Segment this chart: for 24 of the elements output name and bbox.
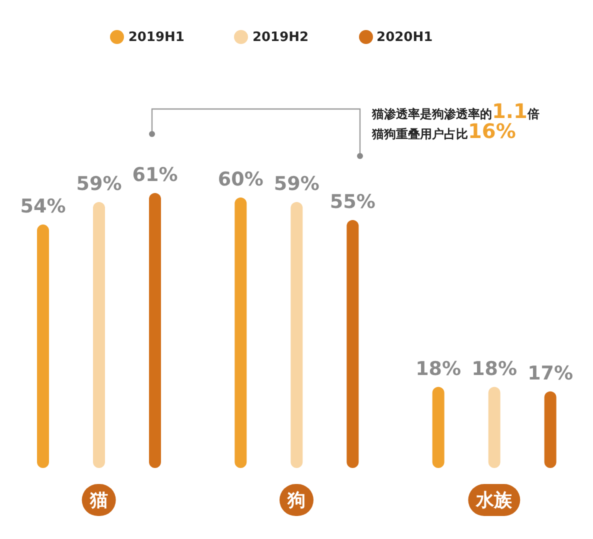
x-tick-label: 水族 [475, 490, 514, 511]
data-label: 17% [528, 362, 574, 384]
bar [234, 198, 247, 468]
legend-label: 2020H1 [376, 30, 433, 45]
data-label: 61% [132, 164, 178, 186]
bar [544, 391, 556, 468]
x-tick-label: 狗 [286, 490, 306, 511]
legend-label: 2019H2 [252, 30, 309, 45]
data-label: 18% [472, 358, 518, 380]
x-tick-label: 猫 [88, 490, 108, 511]
data-label: 59% [76, 173, 122, 196]
bar [149, 193, 161, 468]
bar [488, 386, 500, 468]
bar [346, 220, 359, 468]
bar [93, 202, 105, 468]
legend-label: 2019H1 [128, 30, 184, 45]
bar [37, 224, 49, 468]
data-label: 54% [20, 196, 66, 218]
bar [432, 386, 444, 468]
data-label: 55% [330, 191, 376, 214]
data-label: 60% [218, 168, 264, 191]
data-label: 59% [274, 173, 320, 196]
data-label: 18% [416, 358, 462, 380]
bar [290, 202, 303, 468]
